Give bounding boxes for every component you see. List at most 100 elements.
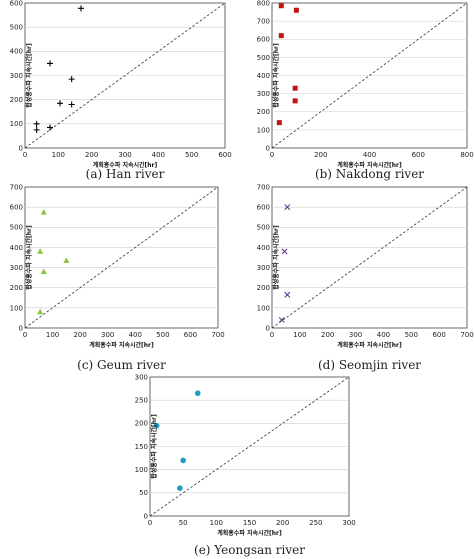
- plot-area: [271, 186, 468, 329]
- x-tick-label-3: 300: [118, 151, 131, 159]
- y-tick-label-2: 200: [257, 284, 270, 292]
- y-tick-label-0: 0: [266, 144, 270, 152]
- data-point-3: [57, 100, 63, 107]
- data-point-4: [63, 257, 70, 263]
- x-axis-label: 계획홍수파 지속시간[hr]: [93, 161, 158, 169]
- y-tick-label-1: 100: [257, 304, 270, 312]
- x-tick-label-2: 200: [321, 331, 334, 339]
- x-tick-label-1: 100: [46, 331, 59, 339]
- x-tick-label-3: 300: [349, 331, 362, 339]
- y-tick-label-2: 100: [135, 466, 148, 474]
- x-tick-label-1: 200: [314, 151, 327, 159]
- panel-caption: (d) Seomjin river: [318, 358, 421, 372]
- y-tick-label-6: 600: [257, 204, 270, 212]
- data-point-2: [284, 204, 291, 211]
- reference-line: [271, 2, 468, 149]
- panel-caption: (e) Yeongsan river: [194, 543, 305, 557]
- x-tick-label-3: 600: [412, 151, 425, 159]
- y-tick-label-4: 400: [10, 244, 23, 252]
- x-tick-label-2: 100: [210, 519, 223, 527]
- y-tick-label-5: 500: [257, 54, 270, 62]
- reference-line: [24, 186, 219, 329]
- y-tick-label-6: 600: [257, 36, 270, 44]
- data-point-3: [40, 268, 47, 274]
- data-point-0: [33, 126, 40, 133]
- y-axis-label: 합성홍수파 지속시간[hr]: [25, 43, 33, 108]
- x-tick-label-0: 0: [148, 519, 152, 527]
- y-tick-label-4: 200: [135, 420, 148, 428]
- x-tick-label-0: 0: [23, 151, 27, 159]
- y-tick-label-6: 600: [10, 0, 23, 7]
- panel-caption: (a) Han river: [86, 167, 165, 181]
- x-tick-label-4: 200: [276, 519, 289, 527]
- y-tick-label-4: 400: [257, 72, 270, 80]
- y-tick-label-5: 250: [135, 397, 148, 405]
- y-tick-label-2: 200: [257, 108, 270, 116]
- y-tick-label-7: 700: [257, 183, 270, 191]
- x-tick-label-6: 600: [432, 331, 445, 339]
- x-tick-label-2: 400: [363, 151, 376, 159]
- y-tick-label-1: 50: [139, 489, 148, 497]
- y-axis-label: 합성홍수파 지속시간[hr]: [272, 225, 280, 290]
- x-tick-label-0: 0: [270, 151, 274, 159]
- x-tick-label-2: 200: [73, 331, 86, 339]
- y-tick-label-7: 700: [257, 18, 270, 26]
- x-tick-label-2: 200: [85, 151, 98, 159]
- x-axis-label: 계획홍수파 지속시간[hr]: [89, 341, 154, 349]
- y-tick-label-4: 400: [257, 244, 270, 252]
- reference-line: [24, 2, 226, 149]
- y-tick-label-5: 500: [10, 24, 23, 32]
- data-point-7: [78, 5, 84, 12]
- x-tick-label-1: 100: [293, 331, 306, 339]
- panel-seomjin-river: 0 100 200 300 400 500 600 700 0 100 200 300 400 500 60…: [257, 183, 474, 372]
- x-tick-label-0: 0: [270, 331, 274, 339]
- x-axis-label: 계획홍수파 지속시간[hr]: [217, 529, 282, 537]
- y-tick-label-4: 400: [10, 48, 23, 56]
- y-tick-label-3: 300: [257, 264, 270, 272]
- data-point-5: [47, 60, 53, 67]
- y-tick-label-0: 0: [19, 324, 23, 332]
- data-point-6: [68, 76, 75, 83]
- x-tick-label-5: 500: [156, 331, 169, 339]
- panel-han-river: 0 100 200 300 400 500 600 0 100 200 300 400 500 600 계획…: [10, 0, 232, 181]
- x-tick-label-5: 500: [185, 151, 198, 159]
- y-tick-label-6: 600: [10, 204, 23, 212]
- y-tick-label-5: 500: [10, 224, 23, 232]
- x-tick-label-5: 250: [309, 519, 322, 527]
- data-point-3: [293, 7, 299, 13]
- data-point-2: [47, 124, 53, 131]
- data-point-1: [37, 248, 44, 254]
- y-tick-label-0: 0: [266, 324, 270, 332]
- y-tick-label-2: 200: [10, 284, 23, 292]
- x-tick-label-7: 700: [211, 331, 224, 339]
- panel-caption: (c) Geum river: [77, 358, 166, 372]
- y-tick-label-1: 100: [10, 304, 23, 312]
- x-tick-label-5: 500: [405, 331, 418, 339]
- y-tick-label-0: 0: [144, 512, 148, 520]
- data-point-1: [33, 120, 40, 127]
- x-tick-label-4: 400: [152, 151, 165, 159]
- y-tick-label-3: 300: [10, 264, 23, 272]
- x-tick-label-3: 300: [101, 331, 114, 339]
- y-tick-label-8: 800: [257, 0, 270, 7]
- data-point-2: [278, 33, 284, 39]
- y-tick-label-2: 200: [10, 96, 23, 104]
- data-point-0: [153, 422, 160, 429]
- y-tick-label-5: 500: [257, 224, 270, 232]
- y-tick-label-3: 150: [135, 443, 148, 451]
- y-tick-label-0: 0: [19, 144, 23, 152]
- panel-yeongsan-river: 0 50 100 150 200 250 300 0 50 100 150 200 250 300 계획홍수…: [135, 373, 356, 557]
- data-point-2: [180, 457, 186, 464]
- x-tick-label-4: 400: [129, 331, 142, 339]
- data-point-1: [281, 248, 288, 255]
- data-point-3: [194, 390, 201, 397]
- x-tick-label-0: 0: [23, 331, 27, 339]
- data-point-2: [40, 208, 47, 215]
- y-tick-label-7: 700: [10, 183, 23, 191]
- x-axis-label: 계획홍수파 지속시간[hr]: [337, 161, 402, 169]
- y-tick-label-3: 300: [257, 90, 270, 98]
- data-point-0: [276, 120, 282, 126]
- x-axis-label: 계획홍수파 지속시간[hr]: [337, 341, 402, 349]
- data-point-0: [37, 308, 44, 315]
